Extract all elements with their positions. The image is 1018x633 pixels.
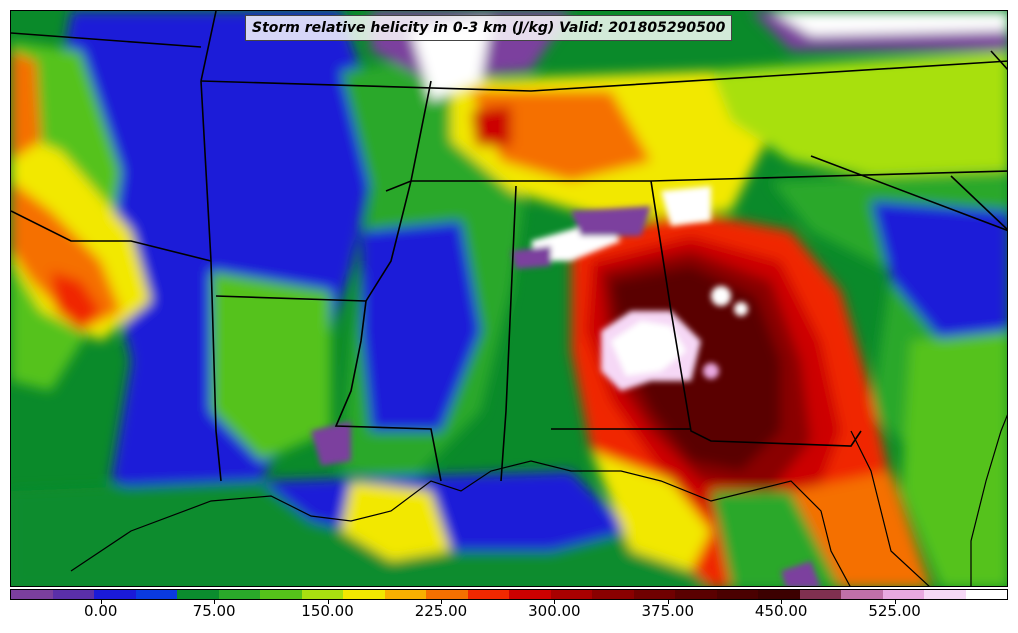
colorbar-segment: [177, 590, 219, 599]
colorbar-segment: [343, 590, 385, 599]
colorbar-tick-label: 0.00: [84, 602, 118, 620]
colorbar-tick-mark: [440, 600, 442, 604]
colorbar-segment: [301, 590, 343, 599]
colorbar-segment: [94, 590, 136, 599]
colorbar-segment: [882, 590, 924, 599]
colorbar-segment: [716, 590, 758, 599]
colorbar-tick-label: 450.00: [754, 602, 808, 620]
colorbar-segment: [467, 590, 509, 599]
map-canvas: [11, 11, 1007, 586]
colorbar-tick-label: 150.00: [301, 602, 354, 620]
colorbar-tick-mark: [214, 600, 216, 604]
colorbar-segment: [633, 590, 675, 599]
colorbar-segment: [758, 590, 800, 599]
colorbar-tick-label: 375.00: [641, 602, 695, 620]
colorbar-segment: [426, 590, 468, 599]
colorbar-segment: [965, 590, 1007, 599]
colorbar-segment: [675, 590, 717, 599]
colorbar-tick-mark: [894, 600, 896, 604]
colorbar-segment: [509, 590, 551, 599]
colorbar-tick-mark: [554, 600, 556, 604]
colorbar-tick-mark: [781, 600, 783, 604]
colorbar-segment: [924, 590, 966, 599]
colorbar: [10, 589, 1008, 600]
colorbar-segment: [841, 590, 883, 599]
colorbar-tick-mark: [667, 600, 669, 604]
colorbar-segment: [52, 590, 94, 599]
colorbar-ticks: 0.00 75.00 150.00 225.00 300.00 375.00 450.00 5…: [10, 600, 1008, 630]
colorbar-tick-label: 75.00: [192, 602, 236, 620]
colorbar-segment: [384, 590, 426, 599]
colorbar-tick-label: 225.00: [414, 602, 468, 620]
colorbar-tick-mark: [100, 600, 102, 604]
colorbar-segment: [218, 590, 260, 599]
colorbar-segment: [135, 590, 177, 599]
helicity-map: [10, 10, 1008, 587]
colorbar-segment: [550, 590, 592, 599]
map-title: Storm relative helicity in 0-3 km (J/kg)…: [245, 15, 733, 41]
colorbar-tick-mark: [327, 600, 329, 604]
colorbar-tick-label: 300.00: [528, 602, 581, 620]
colorbar-segment: [592, 590, 634, 599]
colorbar-segment: [799, 590, 841, 599]
colorbar-tick-label: 525.00: [868, 602, 921, 620]
colorbar-segment: [260, 590, 302, 599]
colorbar-segment: [11, 590, 53, 599]
